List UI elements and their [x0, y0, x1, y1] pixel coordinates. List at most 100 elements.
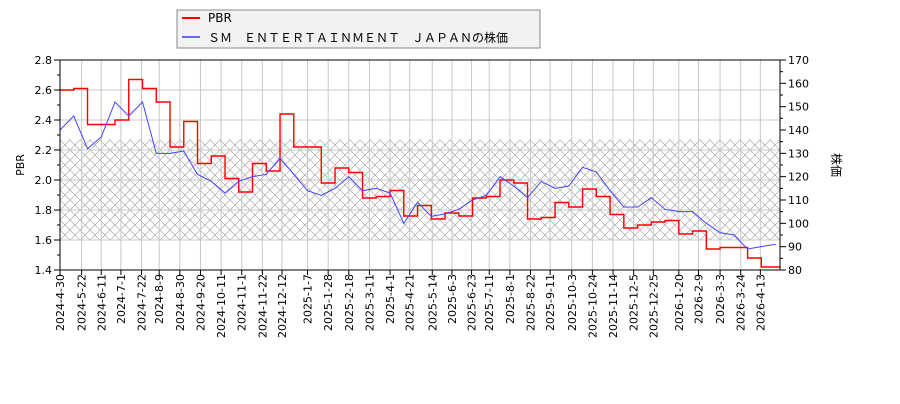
stock-price-point — [73, 115, 75, 117]
stock-price-point — [348, 176, 350, 178]
stock-price-point — [430, 215, 432, 217]
stock-price-point — [361, 190, 364, 192]
x-tick-label: 2024-8-30 — [174, 274, 187, 331]
pbr-point — [224, 177, 226, 180]
x-tick-label: 2025-9-11 — [544, 274, 557, 331]
y-right-tick-label: 100 — [788, 217, 809, 230]
x-tick-label: 2024-8-9 — [153, 274, 166, 324]
y-right-tick-label: 90 — [788, 241, 802, 254]
x-tick-label: 2025-5-14 — [426, 274, 439, 331]
x-tick-label: 2024-7-1 — [115, 274, 128, 324]
pbr-point — [169, 146, 171, 148]
pbr-point — [526, 218, 529, 220]
x-tick-label: 2025-2-18 — [343, 274, 356, 331]
pbr-point — [100, 123, 102, 126]
stock-price-point — [471, 199, 474, 201]
x-tick-label: 2026-3-3 — [714, 274, 727, 324]
x-tick-label: 2024-7-22 — [136, 274, 149, 331]
stock-price-point — [100, 136, 102, 138]
shaded-band-area — [60, 139, 780, 240]
pbr-point — [306, 146, 309, 148]
y-left-tick-label: 2.0 — [35, 174, 53, 187]
pbr-point — [320, 182, 322, 184]
y-right-tick-label: 80 — [788, 264, 802, 277]
x-tick-label: 2024-10-11 — [215, 274, 228, 338]
pbr-point — [334, 167, 336, 169]
stock-price-point — [403, 222, 405, 224]
y-right-tick-label: 150 — [788, 101, 809, 114]
stock-price-point — [458, 208, 460, 210]
pbr-point — [760, 266, 762, 268]
pbr-point — [705, 248, 707, 250]
stock-price-point — [210, 180, 212, 182]
x-tick-label: 2026-4-13 — [754, 274, 767, 331]
stock-price-point — [155, 152, 157, 154]
x-tick-label: 2025-6-3 — [446, 274, 459, 324]
pbr-line — [60, 78, 780, 268]
x-tick-label: 2024-11-22 — [256, 274, 269, 338]
stock-price-point — [169, 152, 171, 154]
stock-price-point — [499, 176, 501, 178]
x-tick-label: 2025-6-23 — [466, 274, 479, 331]
y-left-tick-label: 2.8 — [35, 54, 53, 67]
stock-price-point — [334, 187, 336, 189]
stock-price-point — [416, 201, 419, 203]
pbr-point — [403, 215, 405, 217]
y-right-tick-label: 120 — [788, 171, 809, 184]
stock-price-point — [444, 213, 446, 215]
pbr-point — [554, 201, 556, 204]
pbr-point — [664, 219, 666, 222]
pbr-point — [251, 162, 254, 165]
pbr-point — [196, 162, 199, 165]
stock-price-point — [265, 173, 267, 175]
stock-price-point — [485, 194, 487, 196]
x-tick-label: 2025-10-24 — [586, 274, 599, 338]
stock-price-point — [636, 206, 639, 208]
x-tick-label: 2025-1-28 — [322, 274, 335, 331]
pbr-point — [183, 120, 185, 123]
stock-price-point — [540, 180, 542, 182]
y-right-tick-label: 130 — [788, 147, 809, 160]
pbr-point — [141, 87, 144, 90]
pbr-point — [719, 246, 721, 249]
stock-price-point — [293, 173, 295, 175]
x-tick-label: 2026-3-24 — [735, 274, 748, 331]
stock-price-point — [760, 246, 762, 248]
stock-price-point — [513, 185, 515, 187]
x-tick-label: 2024-5-22 — [76, 274, 89, 331]
stock-price-point — [650, 197, 652, 199]
pbr-point — [568, 206, 570, 208]
legend-box — [176, 9, 541, 49]
pbr-point — [623, 227, 625, 229]
stock-price-point — [705, 222, 707, 224]
y-axis-right-label: 株価 — [829, 153, 844, 177]
stock-price-point — [623, 206, 625, 208]
pbr-point — [691, 230, 694, 232]
stock-price-point — [251, 176, 254, 178]
stock-price-point — [238, 180, 240, 182]
pbr-point — [238, 191, 240, 193]
pbr-point — [458, 215, 460, 217]
stock-price-point — [224, 192, 226, 194]
x-tick-label: 2024-11-1 — [236, 274, 249, 331]
stock-price-point — [609, 190, 611, 192]
x-tick-label: 2025-4-21 — [404, 274, 417, 331]
x-tick-label: 2026-2-9 — [692, 274, 705, 324]
x-tick-label: 2024-6-11 — [95, 274, 108, 331]
pbr-point — [375, 195, 377, 198]
pbr-point — [293, 146, 295, 148]
pbr-point — [210, 155, 212, 157]
pbr-point — [361, 197, 364, 199]
stock-price-point — [114, 101, 116, 103]
stock-price-point — [719, 232, 721, 234]
pbr-point — [513, 182, 515, 184]
stock-price-point — [183, 150, 185, 152]
stock-price-point — [389, 192, 391, 194]
pbr-point — [430, 218, 432, 220]
pbr-point — [114, 119, 116, 121]
x-tick-label: 2025-3-11 — [363, 274, 376, 331]
x-tick-label: 2025-10-3 — [566, 274, 579, 331]
stock-price-point — [691, 211, 694, 213]
y-axis-left-label: PBR — [14, 154, 27, 176]
y-left-tick-label: 2.4 — [35, 114, 53, 127]
